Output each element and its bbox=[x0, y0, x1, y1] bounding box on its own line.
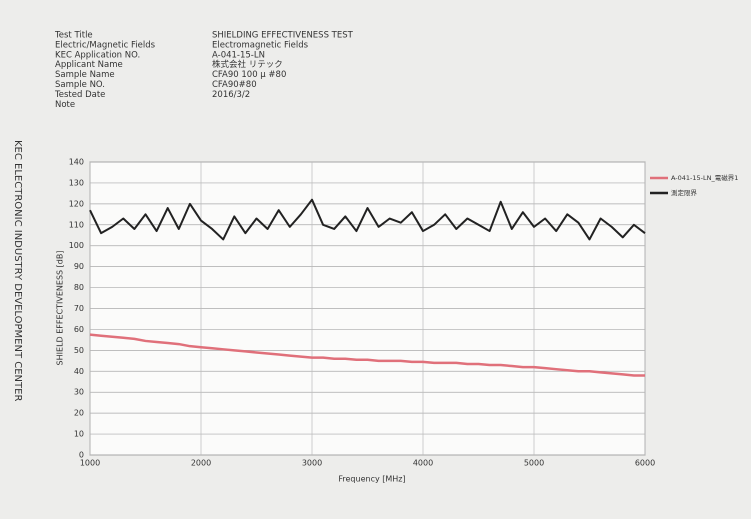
header-label: Test Title bbox=[54, 31, 93, 41]
x-tick-label: 5000 bbox=[524, 459, 544, 468]
header-label: Tested Date bbox=[54, 90, 105, 100]
legend-label: 測定限界 bbox=[671, 188, 698, 197]
header-label: Sample NO. bbox=[55, 80, 105, 90]
legend-label: A-041-15-LN_電磁界1 bbox=[671, 173, 738, 182]
y-tick-label: 0 bbox=[79, 451, 84, 460]
series-line bbox=[89, 333, 645, 377]
y-tick-label: 60 bbox=[74, 325, 84, 334]
header-value: 2016/3/2 bbox=[212, 90, 250, 100]
y-tick-label: 30 bbox=[74, 388, 84, 397]
x-axis-title: Frequency [MHz] bbox=[338, 475, 405, 484]
y-tick-label: 120 bbox=[69, 199, 84, 208]
x-tick-label: 2000 bbox=[191, 459, 211, 468]
header-value: SHIELDING EFFECTIVENESS TEST bbox=[212, 31, 354, 41]
header-label: Electric/Magnetic Fields bbox=[55, 40, 156, 50]
y-tick-label: 130 bbox=[69, 178, 84, 187]
x-tick-label: 1000 bbox=[80, 459, 100, 468]
x-tick-label: 3000 bbox=[302, 459, 322, 468]
y-tick-label: 90 bbox=[74, 262, 84, 271]
header-label: Applicant Name bbox=[55, 60, 123, 70]
x-tick-label: 6000 bbox=[635, 459, 655, 468]
header-value: CFA90 100 μ #80 bbox=[212, 70, 286, 80]
y-tick-label: 10 bbox=[74, 430, 84, 439]
y-tick-label: 50 bbox=[74, 346, 84, 355]
header-value: 株式会社 リテック bbox=[212, 59, 283, 70]
side-text: KEC ELECTRONIC INDUSTRY DEVELOPMENT CENT… bbox=[12, 140, 23, 401]
x-tick-label: 4000 bbox=[413, 459, 433, 468]
header-value: Electromagnetic Fields bbox=[212, 40, 309, 50]
header-label: Note bbox=[55, 100, 75, 110]
y-tick-label: 110 bbox=[69, 220, 84, 229]
y-tick-label: 70 bbox=[74, 304, 84, 313]
series-line bbox=[89, 198, 646, 241]
y-tick-label: 40 bbox=[74, 367, 84, 376]
header-value: CFA90#80 bbox=[212, 80, 257, 90]
header-label: KEC Application NO. bbox=[55, 50, 140, 60]
y-tick-label: 20 bbox=[74, 409, 84, 418]
y-tick-label: 100 bbox=[69, 241, 84, 250]
y-tick-label: 140 bbox=[69, 158, 84, 167]
header-value: A-041-15-LN bbox=[212, 50, 265, 60]
y-axis-title: SHIELD EFFECTIVENESS [dB] bbox=[56, 251, 65, 366]
y-tick-label: 80 bbox=[74, 283, 84, 292]
header-label: Sample Name bbox=[55, 70, 115, 80]
